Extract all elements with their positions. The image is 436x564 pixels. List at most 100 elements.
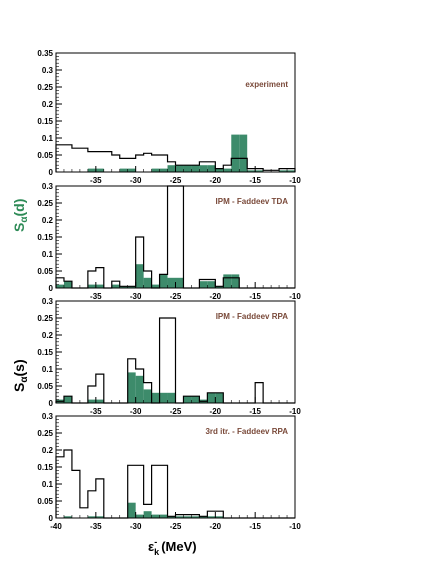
panel-1-filled-bar-8: [119, 286, 128, 288]
panel-3-filled-bar-12: [151, 514, 160, 518]
panel-3-filled-bar-10: [135, 514, 144, 518]
panel-0-x-tick-label-6: -10: [289, 176, 301, 185]
panel-0-filled-bar-20: [215, 168, 224, 172]
panel-2-filled-bar-5: [95, 399, 104, 403]
panel-2-x-tick-label-6: -10: [289, 407, 301, 416]
panel-2-x-tick-label-1: -35: [90, 407, 102, 416]
panel-1-filled-bar-14: [167, 277, 176, 288]
y-axis-label-s-sub: α: [19, 376, 30, 383]
panel-3-filled-bar-17: [191, 516, 200, 518]
panel-1-filled-bar-12: [151, 284, 160, 288]
panel-0-filled-bar-16: [183, 165, 192, 172]
panel-3-x-tick-label-5: -15: [249, 522, 261, 531]
panel-0-x-tick-label-1: -35: [90, 176, 102, 185]
x-axis-label: εk- (MeV): [148, 537, 197, 557]
panel-1-filled-bar-20: [215, 286, 224, 288]
panel-3-x-tick-label-1: -35: [90, 522, 102, 531]
panel-0-filled-bar-24: [247, 170, 256, 172]
panel-0-filled-bar-29: [287, 170, 295, 172]
panel-0-frame: [55, 52, 296, 173]
panel-2-y-tick-label-3: 0.15: [37, 348, 53, 357]
panel-2-x-tick-label-5: -15: [249, 407, 261, 416]
panel-0-y-tick-label-3: 0.15: [37, 117, 53, 126]
y-axis-label-s-arg: (s): [11, 359, 27, 376]
panel-1-filled-bar-5: [95, 284, 104, 288]
panel-2-label: IPM - Faddeev RPA: [216, 312, 289, 321]
panel-2-filled-bar-13: [159, 392, 168, 403]
panel-2-y-tick-label-5: 0.25: [37, 314, 53, 323]
panel-1-filled-bar-19: [207, 281, 216, 288]
panel-2-outline-series: [55, 317, 295, 404]
panel-0-filled-bar-25: [255, 170, 264, 172]
panel-1-y-tick-label-0: 0: [49, 284, 54, 293]
panel-3-filled-bar-5: [95, 516, 104, 518]
panel-2-filled-bar-4: [87, 399, 96, 403]
panel-3-label: 3rd itr. - Faddeev RPA: [205, 427, 288, 436]
x-axis-label-sub: k: [154, 547, 160, 557]
panel-0-y-tick-label-7: 0.35: [37, 49, 53, 58]
panel-0-x-tick-label-3: -25: [170, 176, 182, 185]
panel-0-y-tick-label-4: 0.2: [42, 100, 54, 109]
y-axis-label-s: Sα(s): [11, 359, 30, 392]
panel-1-y-tick-label-1: 0.05: [37, 267, 53, 276]
panel-0-filled-bar-21: [223, 168, 232, 172]
panel-0-label: experiment: [245, 80, 288, 89]
panel-1-filled-bar-13: [159, 274, 168, 288]
panel-0-y-tick-label-0: 0: [49, 168, 54, 177]
panel-3-x-tick-label-6: -10: [289, 522, 301, 531]
panel-1-filled-bar-18: [199, 281, 208, 288]
panel-3-y-tick-label-4: 0.2: [42, 446, 54, 455]
panel-1-x-tick-label-4: -20: [210, 292, 222, 301]
panel-1-y-tick-label-3: 0.15: [37, 233, 53, 242]
panel-1-filled-bar-4: [87, 284, 96, 288]
panel-2-filled-bar-12: [151, 392, 160, 403]
panel-3: 0 0.05 0.1 0.15 0.2 0.25 0.3 -40 -35 -30 -25 -20 -15…: [37, 412, 301, 531]
panel-1-filled-bar-22: [231, 274, 240, 288]
panel-0-x-tick-label-4: -20: [210, 176, 222, 185]
y-axis-label-d-arg: (d): [11, 199, 27, 217]
panel-3-y-tick-label-2: 0.1: [42, 480, 54, 489]
panel-1-x-tick-label-1: -35: [90, 292, 102, 301]
panel-3-y-tick-label-0: 0: [49, 514, 54, 523]
panel-3-filled-bar-1: [63, 516, 72, 518]
panel-0-filled-bar-23: [239, 134, 248, 172]
panel-2-filled-bar-20: [215, 392, 224, 403]
panel-3-filled-bar-13: [159, 514, 168, 518]
panel-2-filled-bar-14: [167, 392, 176, 403]
panel-2-x-tick-label-3: -25: [170, 407, 182, 416]
panel-1-filled-bar-10: [135, 264, 144, 288]
panel-0-filled-bar-12: [151, 168, 160, 172]
panel-1-label: IPM - Faddeev TDA: [216, 197, 289, 206]
panel-2-y-tick-label-4: 0.2: [42, 331, 54, 340]
panel-3-filled-bar-14: [167, 516, 176, 518]
panel-3-x-tick-label-0: -40: [50, 522, 62, 531]
panel-1-y-tick-label-5: 0.25: [37, 199, 53, 208]
panel-2-filled-bar-16: [183, 396, 192, 403]
panel-2-filled-bar-17: [191, 396, 200, 403]
panel-1-filled-bar-0: [56, 284, 64, 288]
panel-3-filled-bar-20: [215, 516, 224, 518]
panel-3-x-tick-label-2: -30: [130, 522, 142, 531]
panel-1: 0 0.05 0.1 0.15 0.2 0.25 0.3 -35 -30 -25 -20 -15 -10…: [37, 182, 301, 301]
x-axis-label-unit: (MeV): [161, 539, 196, 554]
panel-0-y-tick-label-2: 0.1: [42, 134, 54, 143]
panel-2: 0 0.05 0.1 0.15 0.2 0.25 0.3 -35 -30 -25 -20 -15 -10…: [37, 297, 301, 416]
panel-1-x-tick-label-5: -15: [249, 292, 261, 301]
y-axis-label-d: Sα(d): [11, 199, 30, 232]
panel-2-filled-bar-1: [63, 396, 72, 403]
panel-3-y-tick-label-6: 0.3: [42, 412, 54, 421]
panel-1-filled-bar-15: [175, 277, 184, 288]
panel-0-filled-bar-5: [95, 168, 104, 172]
panel-0-x-tick-label-5: -15: [249, 176, 261, 185]
panel-0-y-tick-label-5: 0.25: [37, 83, 53, 92]
panel-0-filled-bar-19: [207, 165, 216, 172]
panel-3-outline-series: [55, 449, 295, 519]
panel-0-filled-bar-28: [279, 170, 288, 172]
panel-3-filled-bar-9: [127, 502, 136, 518]
panel-1-x-tick-label-2: -30: [130, 292, 142, 301]
panel-3-y-tick-label-5: 0.25: [37, 429, 53, 438]
panel-1-filled-bar-7: [111, 284, 120, 288]
panel-3-filled-bar-4: [87, 516, 96, 518]
panel-3-filled-bar-19: [207, 516, 216, 518]
